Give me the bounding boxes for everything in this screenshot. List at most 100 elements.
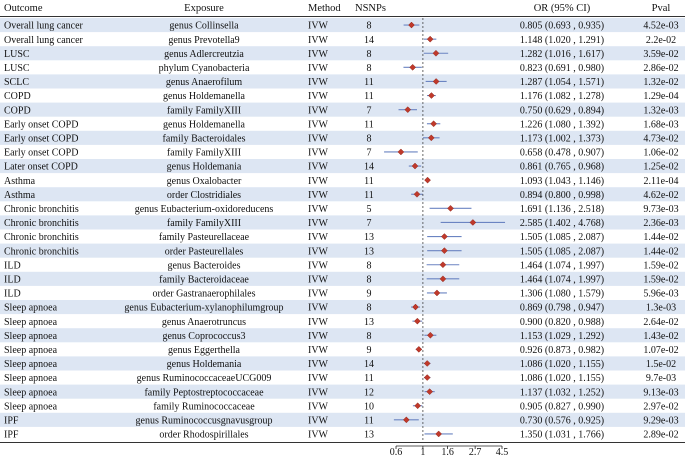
cell-pval: 1.32e-03 — [643, 105, 678, 116]
cell-pval: 1.29e-04 — [643, 91, 678, 102]
cell-exposure: genus Bacteroides — [167, 260, 240, 271]
cell-pval: 9.7e-03 — [646, 373, 676, 384]
point-estimate — [430, 120, 437, 128]
cell-nsnps: 7 — [367, 218, 372, 229]
cell-outcome: LUSC — [4, 49, 30, 60]
header-exposure: Exposure — [184, 3, 224, 14]
cell-pval: 2.2e-02 — [646, 35, 676, 46]
cell-or-ci: 1.086 (1.020 , 1.155) — [520, 373, 604, 384]
cell-nsnps: 8 — [367, 21, 372, 32]
cell-or-ci: 0.926 (0.873 , 0.982) — [520, 345, 604, 356]
x-tick-label: 1 — [420, 447, 425, 455]
cell-or-ci: 0.730 (0.576 , 0.925) — [520, 415, 604, 426]
row-stripe — [0, 187, 685, 202]
cell-method: IVW — [308, 35, 329, 46]
cell-method: IVW — [308, 274, 329, 285]
cell-nsnps: 11 — [364, 176, 374, 187]
cell-or-ci: 1.350 (1.031 , 1.766) — [520, 430, 604, 441]
cell-exposure: genus Holdemania — [167, 162, 242, 173]
point-estimate — [441, 233, 448, 240]
row-stripe — [0, 18, 685, 33]
point-estimate — [439, 261, 447, 269]
cell-nsnps: 8 — [367, 133, 372, 144]
row-stripe — [0, 159, 685, 174]
cell-pval: 9.73e-03 — [643, 204, 678, 215]
cell-exposure: genus Anaerotruncus — [162, 317, 246, 328]
cell-or-ci: 1.287 (1.054 , 1.571) — [520, 77, 604, 88]
point-estimate — [469, 219, 477, 226]
cell-outcome: Chronic bronchitis — [4, 232, 79, 243]
cell-method: IVW — [308, 91, 329, 102]
cell-method: IVW — [308, 359, 329, 370]
cell-nsnps: 11 — [364, 119, 374, 130]
cell-or-ci: 0.823 (0.691 , 0.980) — [520, 63, 604, 74]
cell-nsnps: 11 — [364, 91, 374, 102]
cell-exposure: family FamilyXIII — [167, 218, 241, 229]
cell-or-ci: 1.093 (1.043 , 1.146) — [520, 176, 604, 187]
cell-pval: 4.52e-03 — [643, 21, 678, 32]
cell-exposure: genus Holdemanella — [163, 119, 245, 130]
cell-exposure: order Clostridiales — [167, 190, 241, 201]
cell-pval: 2.64e-02 — [643, 317, 678, 328]
cell-method: IVW — [308, 430, 329, 441]
cell-nsnps: 9 — [367, 345, 372, 356]
cell-nsnps: 7 — [367, 148, 372, 159]
cell-outcome: IPF — [4, 430, 19, 441]
cell-outcome: Overall lung cancer — [4, 35, 84, 46]
cell-outcome: Sleep apnoea — [4, 317, 58, 328]
x-tick-label: 1.6 — [441, 447, 454, 455]
cell-outcome: Chronic bronchitis — [4, 218, 79, 229]
cell-outcome: COPD — [4, 105, 31, 116]
cell-or-ci: 1.176 (1.082 , 1.278) — [520, 91, 604, 102]
cell-exposure: family Bacteroidales — [162, 133, 245, 144]
cell-or-ci: 1.226 (1.080 , 1.392) — [520, 119, 604, 130]
cell-pval: 2.89e-02 — [643, 430, 678, 441]
header-nsnps: NSNPs — [355, 3, 386, 14]
cell-pval: 1.59e-02 — [643, 274, 678, 285]
cell-or-ci: 1.306 (1.080 , 1.579) — [520, 289, 604, 300]
cell-outcome: Later onset COPD — [4, 162, 78, 173]
point-estimate — [424, 176, 431, 184]
point-estimate — [427, 134, 435, 142]
cell-nsnps: 11 — [364, 190, 374, 201]
cell-method: IVW — [308, 246, 329, 257]
cell-method: IVW — [308, 387, 329, 398]
cell-method: IVW — [308, 204, 329, 215]
cell-method: IVW — [308, 133, 329, 144]
cell-method: IVW — [308, 148, 329, 159]
cell-or-ci: 1.505 (1.085 , 2.087) — [520, 232, 604, 243]
cell-or-ci: 1.464 (1.074 , 1.997) — [520, 260, 604, 271]
cell-outcome: Sleep apnoea — [4, 401, 58, 412]
x-tick-label: 4.5 — [496, 447, 509, 455]
cell-exposure: genus Ruminococcusgnavusgroup — [136, 415, 273, 426]
point-estimate — [433, 289, 441, 297]
cell-method: IVW — [308, 232, 329, 243]
cell-nsnps: 8 — [367, 331, 372, 342]
cell-outcome: Sleep apnoea — [4, 373, 58, 384]
point-estimate — [413, 317, 421, 325]
row-stripe — [0, 102, 685, 117]
cell-or-ci: 0.900 (0.820 , 0.988) — [520, 317, 604, 328]
header-outcome: Outcome — [4, 3, 43, 14]
cell-exposure: genus RuminococcaceaeUCG009 — [137, 373, 272, 384]
cell-or-ci: 1.173 (1.002 , 1.373) — [520, 133, 604, 144]
cell-nsnps: 14 — [364, 359, 374, 370]
cell-method: IVW — [308, 317, 329, 328]
cell-method: IVW — [308, 21, 329, 32]
point-estimate — [435, 430, 443, 438]
table-rows: Overall lung cancer genus Collinsella IVW 8… — [4, 21, 679, 441]
cell-exposure: family Bacteroidaceae — [159, 274, 249, 285]
cell-outcome: Sleep apnoea — [4, 345, 58, 356]
cell-nsnps: 7 — [367, 105, 372, 116]
cell-or-ci: 1.137 (1.032 , 1.252) — [520, 387, 604, 398]
cell-method: IVW — [308, 162, 329, 173]
cell-method: IVW — [308, 303, 329, 314]
cell-pval: 9.29e-03 — [643, 415, 678, 426]
row-stripe — [0, 243, 685, 258]
point-estimate — [423, 360, 431, 367]
cell-method: IVW — [308, 218, 329, 229]
cell-exposure: genus Collinsella — [169, 21, 239, 32]
point-estimate — [426, 35, 434, 43]
cell-or-ci: 1.086 (1.020 , 1.155) — [520, 359, 604, 370]
